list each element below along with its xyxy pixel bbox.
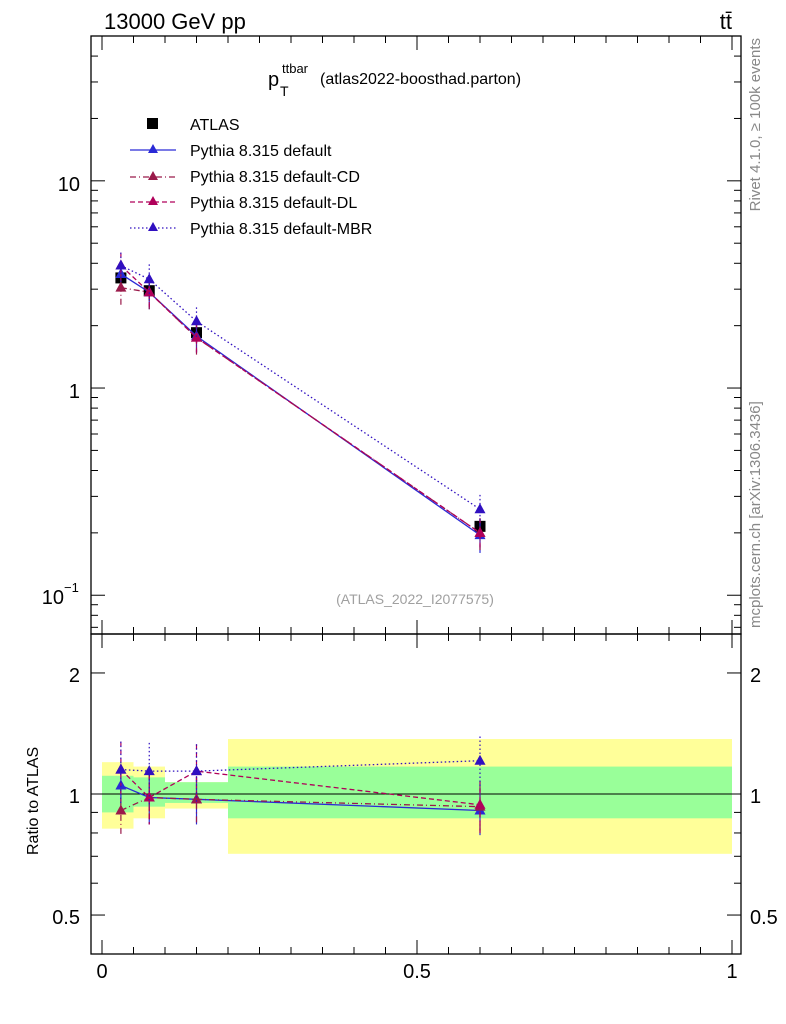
ratio-line-pythia-8-315-default-mbr (120, 760, 481, 772)
rivet-label: Rivet 4.1.0, ≥ 100k events (747, 38, 764, 211)
series-line-pythia-8-315-default-mbr (120, 264, 481, 510)
ratio-point-pythia-8-315-default-mbr (191, 765, 202, 776)
ratio-ytick-label-right-2: 2 (750, 665, 761, 687)
main-ytick-label-1: 1 (69, 381, 80, 403)
xtick-label-0p5: 0.5 (403, 961, 431, 983)
data-point-pythia-8-315-default-mbr (191, 315, 202, 326)
plot-title-sup: ttbar (282, 61, 309, 76)
main-axis-ticks (91, 35, 741, 634)
plot-title-rest: (atlas2022-boosthad.parton) (320, 71, 521, 88)
legend-marker-dl (148, 196, 158, 205)
legend-label-atlas: ATLAS (190, 117, 240, 134)
ratio-panel (90, 633, 742, 955)
main-panel (90, 35, 742, 635)
ratio-ytick-label-right-0p5: 0.5 (750, 907, 778, 929)
ratio-point-pythia-8-315-default-dl (143, 791, 155, 802)
series-line-pythia-8-315-default-dl (120, 265, 481, 534)
ratio-point-pythia-8-315-default-cd (115, 804, 127, 815)
legend-marker-default (148, 144, 158, 153)
data-point-pythia-8-315-default-mbr (143, 273, 155, 284)
energy-label: 13000 GeV pp (104, 9, 246, 34)
ratio-ytick-label-0p5: 0.5 (52, 907, 80, 929)
data-point-pythia-8-315-default-dl (474, 526, 486, 537)
analysis-watermark: (ATLAS_2022_I2077575) (336, 591, 494, 607)
data-point-pythia-8-315-default-dl (143, 286, 155, 297)
ratio-point-pythia-8-315-default-mbr (143, 765, 155, 776)
mcplots-label: mcplots.cern.ch [arXiv:1306.3436] (747, 401, 764, 628)
plot-title-sub: T (280, 83, 289, 99)
ratio-point-pythia-8-315-default-mbr (474, 754, 486, 765)
data-point-pythia-8-315-default-mbr (115, 259, 127, 270)
ratio-ytick-label-1: 1 (69, 786, 80, 808)
series-line-pythia-8-315-default-cd (120, 287, 481, 534)
ratio-data-series (115, 736, 486, 836)
ratio-line-pythia-8-315-default-cd (120, 796, 481, 812)
ratio-point-pythia-8-315-default-cd (191, 793, 202, 804)
main-ytick-label-0p1-base: 10 (42, 587, 64, 609)
main-frame-border (90, 35, 742, 635)
ratio-point-pythia-8-315-default-mbr (115, 763, 127, 774)
main-data-series (115, 252, 486, 553)
legend-marker-atlas (147, 118, 158, 129)
data-point-pythia-8-315-default-mbr (474, 503, 486, 514)
legend-label-default: Pythia 8.315 default (190, 143, 332, 160)
legend-label-cd: Pythia 8.315 default-CD (190, 169, 360, 186)
ratio-ylabel: Ratio to ATLAS (25, 747, 42, 855)
ratio-line-pythia-8-315-default-dl (120, 769, 481, 806)
legend-marker-cd (148, 171, 158, 180)
ratio-ytick-label-2: 2 (69, 665, 80, 687)
plot-title-p: p (268, 69, 279, 91)
main-ytick-label-0p1-exp: −1 (64, 580, 79, 595)
legend: ATLAS Pythia 8.315 default Pythia 8.315 … (130, 117, 372, 238)
xtick-label-1: 1 (726, 961, 737, 983)
legend-label-dl: Pythia 8.315 default-DL (190, 195, 357, 212)
ratio-point-pythia-8-315-default-dl (474, 798, 486, 809)
legend-label-mbr: Pythia 8.315 default-MBR (190, 221, 372, 238)
process-label: tt̄ (720, 9, 732, 34)
ratio-ytick-label-right-1: 1 (750, 786, 761, 808)
data-point-pythia-8-315-default-cd (115, 281, 127, 292)
xtick-label-0: 0 (96, 961, 107, 983)
ratio-axis-ticks (91, 634, 741, 954)
legend-marker-mbr (148, 222, 158, 231)
main-ytick-label-10: 10 (58, 174, 80, 196)
